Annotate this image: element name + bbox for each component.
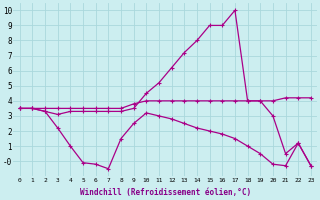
X-axis label: Windchill (Refroidissement éolien,°C): Windchill (Refroidissement éolien,°C) (80, 188, 251, 197)
